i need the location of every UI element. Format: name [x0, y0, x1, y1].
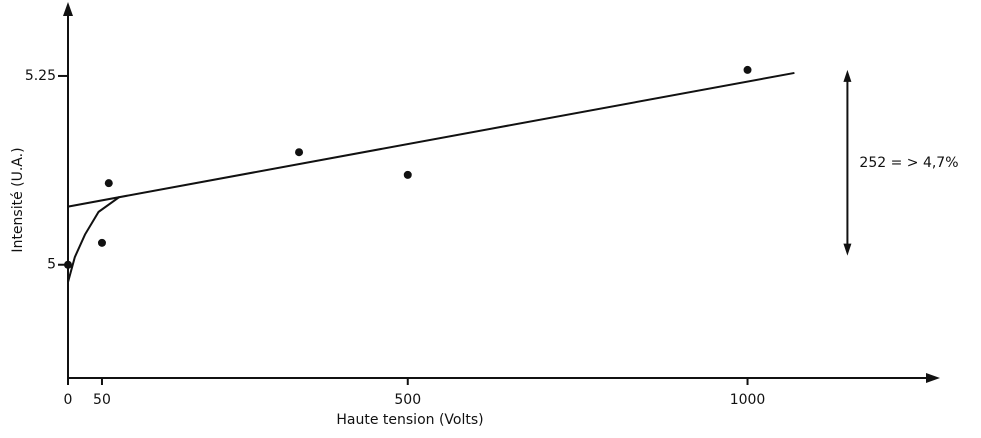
y-axis-arrow: [63, 2, 73, 16]
x-tick-label: 50: [93, 392, 111, 408]
y-tick-label: 5: [47, 257, 56, 273]
x-tick-label: 1000: [730, 392, 766, 408]
fit-line: [67, 71, 795, 208]
data-point: [743, 65, 752, 74]
y-tick-label: 5.25: [25, 68, 56, 84]
x-tick-label: 500: [394, 392, 421, 408]
data-point: [295, 148, 304, 157]
fit-curve: [67, 195, 121, 283]
x-tick-label: 0: [64, 392, 73, 408]
data-point: [104, 179, 113, 188]
data-point: [64, 260, 72, 269]
arrow-head: [843, 69, 852, 82]
data-point: [403, 170, 412, 179]
annotation-text: 252 = > 4,7%: [859, 155, 958, 171]
y-axis-label: Intensité (U.A.): [10, 147, 26, 252]
arrow-head: [843, 243, 852, 256]
x-axis-label: Haute tension (Volts): [336, 412, 483, 428]
data-point: [97, 238, 106, 247]
